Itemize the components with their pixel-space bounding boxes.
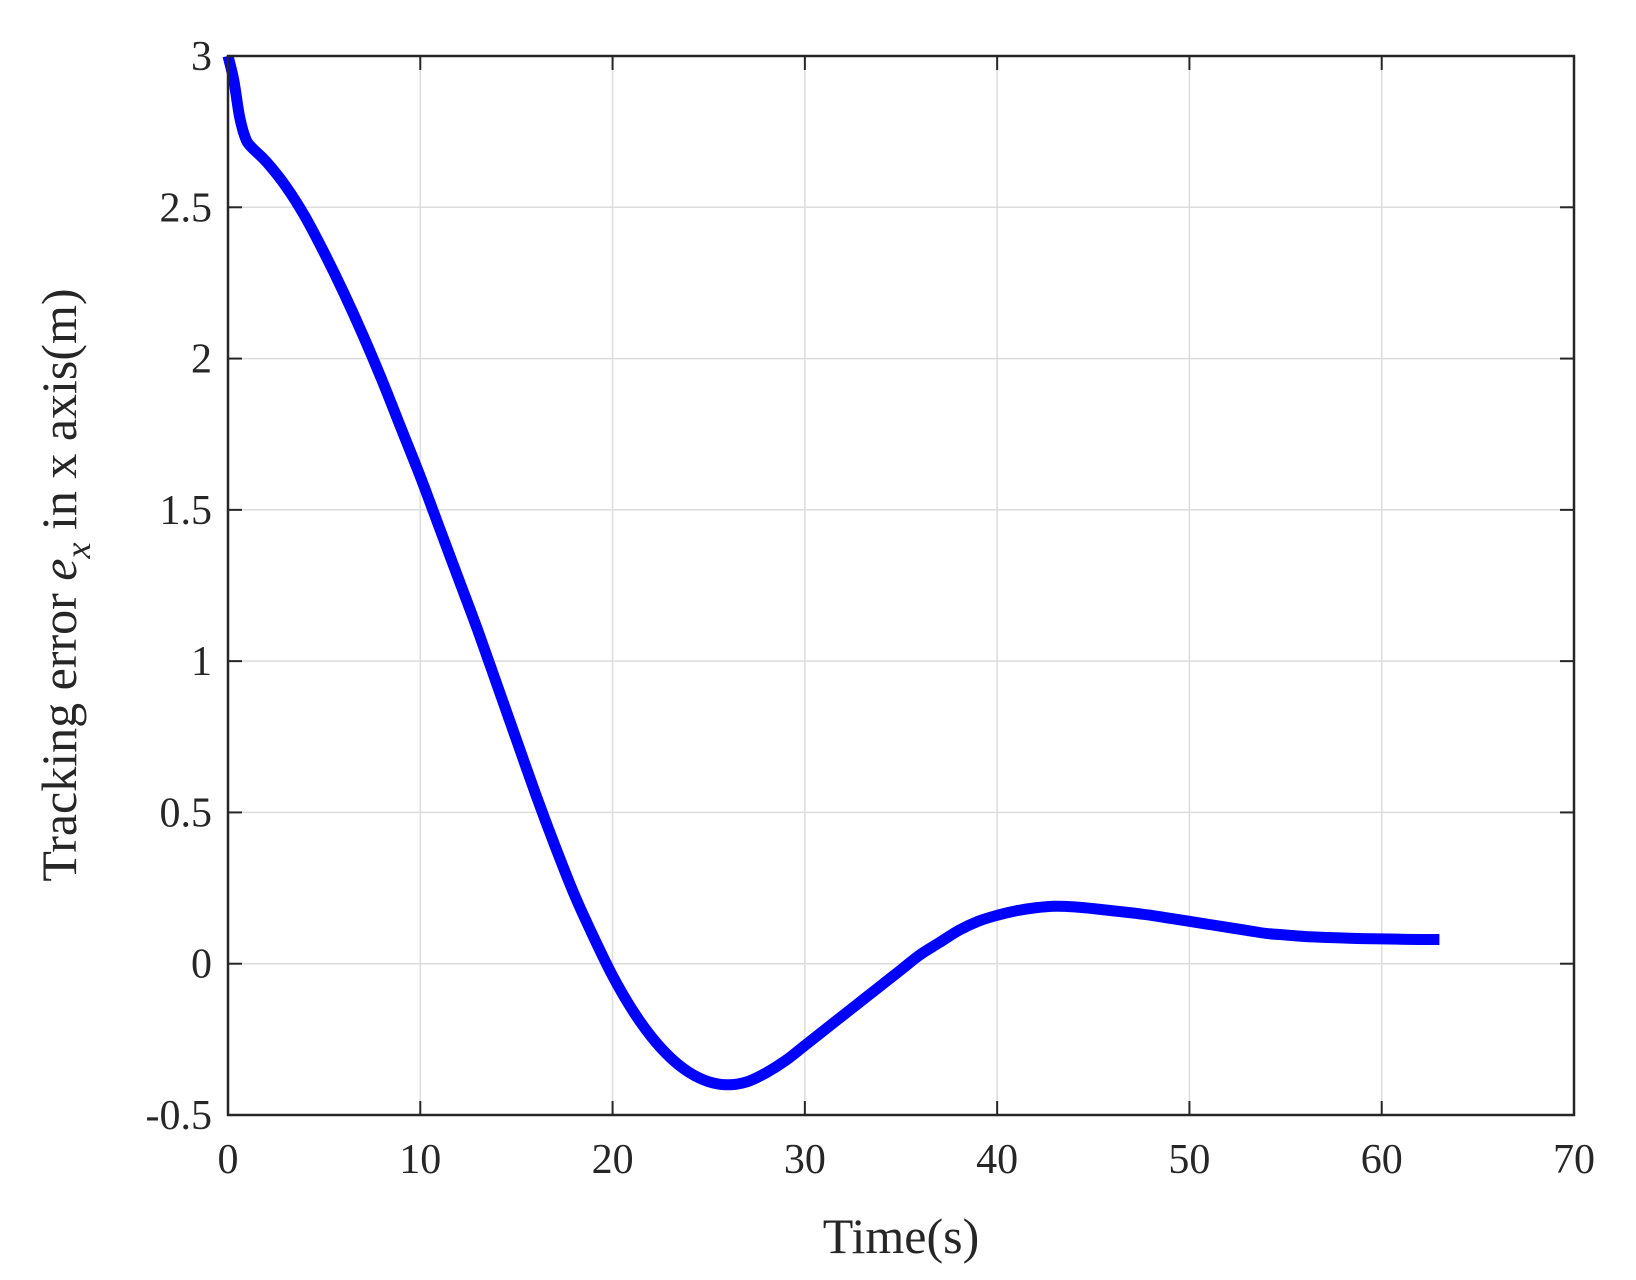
y-tick-label: -0.5	[146, 1093, 213, 1139]
y-tick-labels: -0.5 0 0.5 1 1.5 2 2.5 3	[146, 34, 213, 1139]
y-axis-label: Tracking error ex in x axis(m)	[31, 288, 98, 881]
y-tick-label: 2	[191, 337, 212, 383]
y-tick-label: 0.5	[160, 790, 213, 836]
x-tick-label: 50	[1168, 1137, 1210, 1183]
x-tick-labels: 0 10 20 30 40 50 60 70	[218, 1137, 1596, 1183]
x-tick-label: 60	[1361, 1137, 1403, 1183]
x-tick-label: 40	[976, 1137, 1018, 1183]
series-line	[222, 54, 1440, 1091]
plot-area-frame	[226, 54, 1576, 1117]
y-axis-label-prefix: Tracking error	[31, 581, 87, 882]
x-tick-label: 20	[592, 1137, 634, 1183]
y-tick-label: 2.5	[160, 185, 213, 231]
axis-ticks	[227, 55, 1575, 1116]
y-tick-label: 3	[191, 34, 212, 80]
x-tick-label: 0	[218, 1137, 239, 1183]
y-axis-label-suffix: in x axis(m)	[31, 288, 87, 542]
x-tick-label: 70	[1553, 1137, 1595, 1183]
y-tick-label: 1	[191, 639, 212, 685]
y-axis-label-symbol: e	[31, 559, 87, 581]
y-axis-label-subscript: x	[58, 543, 98, 560]
x-axis-label: Time(s)	[823, 1208, 980, 1264]
x-tick-label: 30	[784, 1137, 826, 1183]
x-tick-label: 10	[399, 1137, 441, 1183]
grid	[228, 56, 1574, 1115]
y-tick-label: 0	[191, 942, 212, 988]
y-tick-label: 1.5	[160, 488, 213, 534]
series-group	[222, 54, 1440, 1091]
